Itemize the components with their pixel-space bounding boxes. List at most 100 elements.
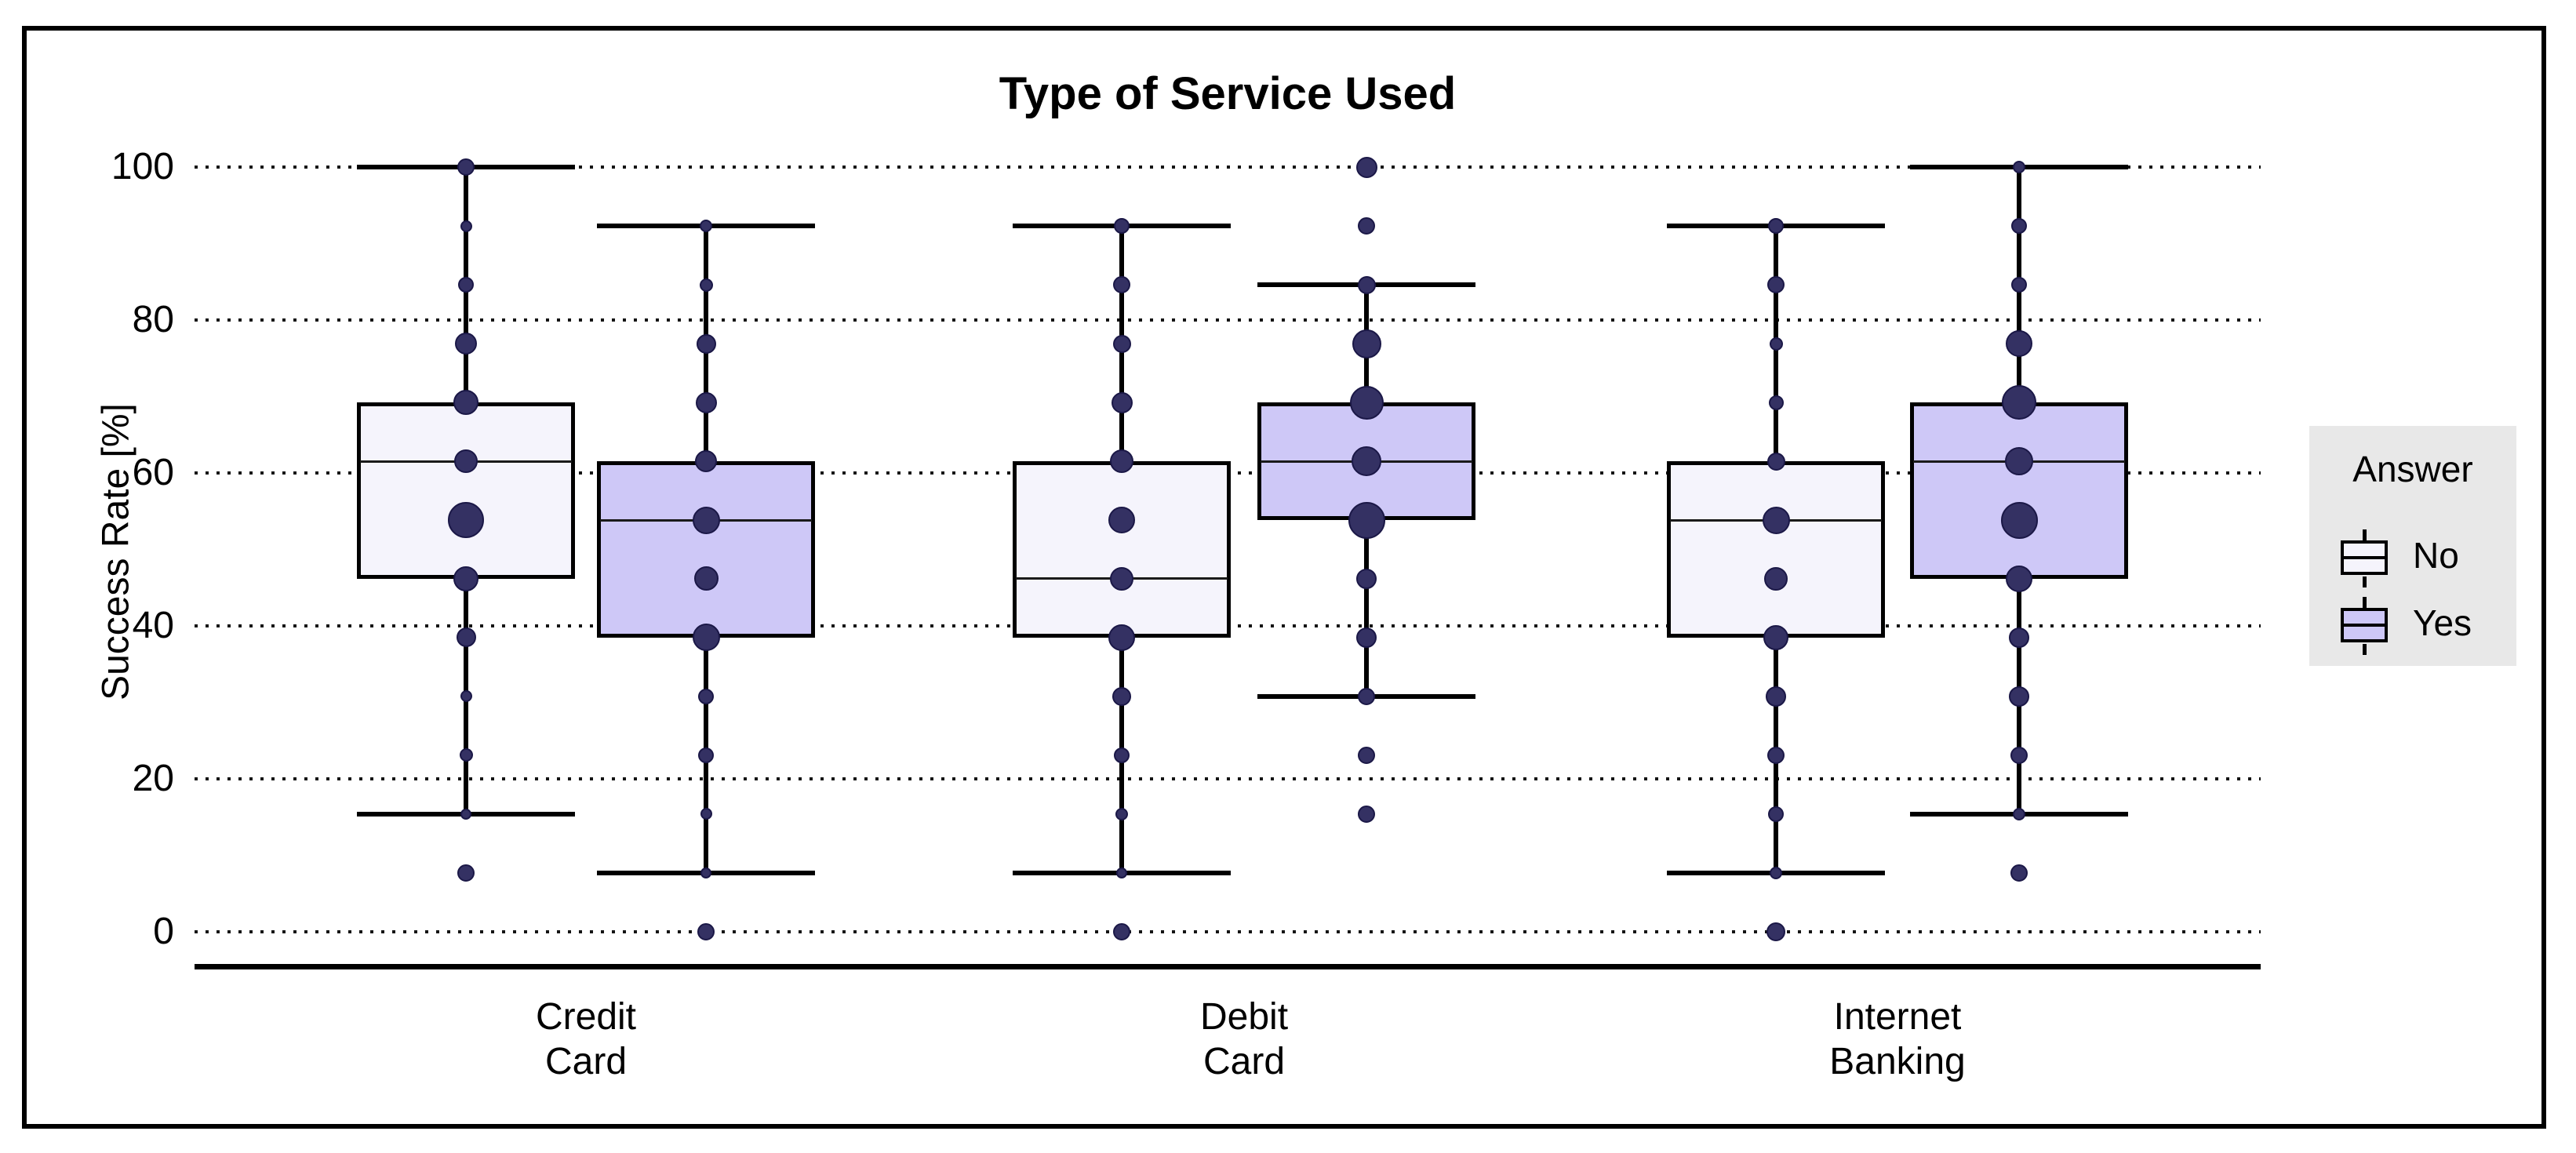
x-category-label-internet-banking: Internet Banking	[1662, 995, 2133, 1084]
data-dot-internet-banking-no-0	[1766, 922, 1785, 941]
data-dot-internet-banking-yes-69.2	[2002, 385, 2036, 420]
data-dot-debit-card-no-61.5	[1110, 449, 1133, 474]
data-dot-internet-banking-no-61.5	[1766, 452, 1785, 471]
data-dot-credit-card-no-53.8	[448, 502, 484, 539]
box-debit-card-no	[1013, 461, 1231, 638]
gridline-80	[195, 318, 2261, 322]
data-dot-internet-banking-yes-100	[2013, 161, 2025, 173]
data-dot-debit-card-no-30.8	[1112, 686, 1131, 706]
data-dot-debit-card-yes-69.2	[1349, 385, 1384, 420]
x-category-line: Card	[1202, 1041, 1286, 1082]
data-dot-debit-card-no-46.2	[1110, 566, 1133, 591]
y-tick-label-20: 20	[132, 758, 174, 799]
data-dot-debit-card-no-15.4	[1115, 807, 1128, 820]
x-category-line: Credit	[535, 996, 637, 1038]
data-dot-credit-card-no-69.2	[453, 390, 478, 416]
legend-entry-no: No	[2309, 525, 2516, 592]
x-category-label-debit-card: Debit Card	[1009, 995, 1479, 1084]
data-dot-credit-card-yes-46.2	[693, 566, 719, 591]
x-category-line: Card	[544, 1041, 628, 1082]
data-dot-credit-card-no-92.3	[460, 220, 472, 232]
data-dot-debit-card-no-23.1	[1114, 747, 1130, 763]
data-dot-debit-card-yes-38.5	[1356, 627, 1377, 648]
data-dot-internet-banking-yes-38.5	[2009, 627, 2029, 648]
data-dot-debit-card-no-7.7	[1116, 867, 1127, 878]
data-dot-credit-card-yes-92.3	[700, 220, 712, 233]
data-dot-credit-card-yes-84.6	[699, 278, 713, 292]
data-dot-debit-card-yes-46.2	[1356, 568, 1377, 589]
data-dot-credit-card-yes-30.8	[698, 688, 714, 704]
data-dot-credit-card-no-30.8	[460, 690, 472, 703]
box-internet-banking-yes	[1910, 402, 2128, 579]
gridline-0	[195, 930, 2261, 933]
data-dot-debit-card-yes-76.9	[1352, 329, 1381, 358]
data-dot-credit-card-no-84.6	[458, 277, 474, 293]
legend-label: Yes	[2413, 602, 2472, 643]
data-dot-credit-card-no-7.7	[457, 864, 475, 882]
data-dot-credit-card-yes-53.8	[692, 506, 720, 534]
gridline-100	[195, 165, 2261, 169]
data-dot-debit-card-yes-84.6	[1357, 275, 1376, 294]
data-dot-internet-banking-no-38.5	[1763, 624, 1788, 650]
glyph-whisker-top	[2363, 597, 2367, 608]
x-category-label-credit-card: Credit Card	[351, 995, 821, 1084]
data-dot-credit-card-yes-7.7	[700, 867, 711, 878]
legend-entry-yes: Yes	[2309, 592, 2516, 660]
data-dot-internet-banking-yes-53.8	[2000, 501, 2038, 539]
box-credit-card-no	[357, 402, 575, 579]
box-credit-card-yes	[597, 461, 815, 638]
data-dot-internet-banking-no-92.3	[1768, 218, 1784, 235]
data-dot-internet-banking-yes-84.6	[2011, 277, 2027, 293]
data-dot-credit-card-yes-0	[697, 923, 715, 940]
data-dot-credit-card-no-23.1	[459, 748, 473, 762]
data-dot-debit-card-no-0	[1113, 923, 1130, 940]
data-dot-internet-banking-no-30.8	[1766, 686, 1786, 707]
y-tick-label-100: 100	[111, 146, 174, 187]
glyph-whisker-bottom	[2363, 644, 2367, 655]
legend-title: Answer	[2352, 449, 2473, 489]
data-dot-debit-card-no-84.6	[1113, 276, 1130, 294]
x-category-line: Banking	[1829, 1041, 1966, 1082]
data-dot-credit-card-no-46.2	[453, 566, 478, 591]
figure-border	[22, 26, 2546, 1129]
data-dot-internet-banking-yes-15.4	[2013, 807, 2025, 820]
data-dot-credit-card-yes-61.5	[695, 450, 717, 473]
data-dot-credit-card-yes-38.5	[692, 624, 720, 652]
data-dot-credit-card-yes-69.2	[695, 391, 717, 413]
data-dot-debit-card-no-38.5	[1108, 624, 1135, 651]
data-dot-internet-banking-no-46.2	[1764, 566, 1788, 591]
data-dot-debit-card-yes-92.3	[1358, 217, 1375, 235]
data-dot-debit-card-no-69.2	[1111, 391, 1133, 413]
data-dot-credit-card-no-38.5	[456, 627, 476, 648]
x-category-line: Debit	[1199, 996, 1289, 1038]
box-internet-banking-no	[1667, 461, 1885, 638]
data-dot-credit-card-no-15.4	[460, 808, 471, 820]
data-dot-internet-banking-no-53.8	[1762, 506, 1790, 534]
data-dot-debit-card-yes-61.5	[1352, 446, 1381, 477]
data-dot-debit-card-yes-30.8	[1358, 687, 1375, 705]
glyph-whisker-bottom	[2363, 576, 2367, 587]
boxplot-glyph-icon	[2338, 597, 2391, 657]
data-dot-internet-banking-no-23.1	[1767, 746, 1785, 764]
data-dot-debit-card-yes-23.1	[1358, 746, 1375, 764]
glyph-median	[2341, 556, 2388, 559]
chart-title: Type of Service Used	[999, 68, 1457, 119]
data-dot-internet-banking-yes-23.1	[2010, 746, 2028, 764]
boxplot-glyph-icon	[2338, 529, 2391, 589]
data-dot-debit-card-no-76.9	[1112, 334, 1131, 353]
data-dot-internet-banking-no-7.7	[1770, 866, 1782, 879]
data-dot-credit-card-no-61.5	[454, 449, 478, 474]
data-dot-credit-card-no-100	[457, 158, 475, 176]
data-dot-internet-banking-yes-7.7	[2010, 864, 2028, 882]
data-dot-credit-card-yes-15.4	[700, 808, 712, 820]
x-category-line: Internet	[1833, 996, 1962, 1038]
data-dot-internet-banking-no-84.6	[1767, 276, 1785, 294]
y-tick-label-60: 60	[132, 452, 174, 493]
y-tick-label-40: 40	[132, 605, 174, 646]
data-dot-internet-banking-yes-46.2	[2006, 565, 2032, 592]
data-dot-credit-card-yes-23.1	[698, 747, 714, 763]
data-dot-internet-banking-no-15.4	[1768, 806, 1784, 822]
data-dot-internet-banking-yes-30.8	[2009, 686, 2029, 707]
data-dot-debit-card-no-92.3	[1114, 218, 1130, 235]
